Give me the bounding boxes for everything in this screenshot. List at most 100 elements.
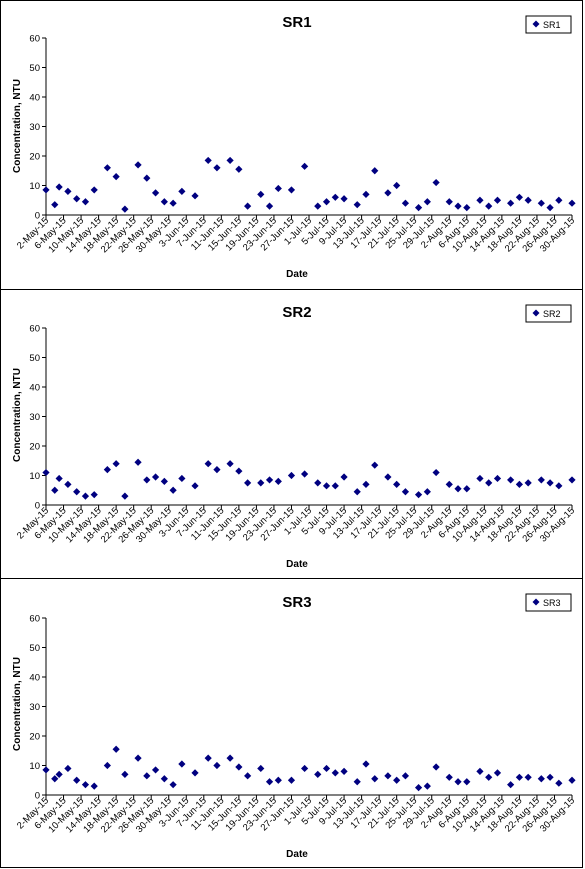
legend: SR2 <box>525 304 572 323</box>
data-point <box>143 174 151 182</box>
data-point <box>445 773 453 781</box>
data-point <box>537 476 545 484</box>
data-point <box>134 161 142 169</box>
data-point <box>463 204 471 212</box>
data-point <box>265 778 274 786</box>
plot-area: 01020304050602-May-156-May-1510-May-1514… <box>15 34 577 256</box>
data-point <box>353 778 361 786</box>
data-point <box>121 205 129 213</box>
data-point <box>353 201 361 209</box>
data-point <box>507 476 515 484</box>
data-point <box>384 473 392 481</box>
data-point <box>546 479 554 487</box>
data-point <box>322 764 331 773</box>
data-point <box>432 763 440 771</box>
data-point <box>64 187 72 195</box>
data-point <box>331 769 339 777</box>
y-tick-label: 60 <box>29 614 40 625</box>
data-point <box>55 474 63 483</box>
data-point <box>178 187 186 195</box>
y-axis-label: Concentration, NTU <box>12 79 23 173</box>
data-point <box>274 776 282 784</box>
data-point <box>143 772 151 780</box>
data-point <box>524 479 532 487</box>
data-point <box>314 479 322 487</box>
data-point <box>432 468 440 477</box>
y-tick-label: 20 <box>29 732 40 743</box>
data-point <box>191 769 199 777</box>
data-point <box>362 190 370 198</box>
data-point <box>414 491 423 499</box>
data-point <box>90 782 98 790</box>
data-point <box>151 189 160 197</box>
data-point <box>204 156 212 165</box>
data-point <box>423 198 431 206</box>
data-point <box>507 199 515 207</box>
data-point <box>90 491 98 499</box>
data-point <box>287 186 296 194</box>
data-point <box>515 480 523 488</box>
data-point <box>265 476 274 484</box>
data-point <box>301 764 309 773</box>
data-point <box>485 479 493 487</box>
data-point <box>42 186 50 194</box>
data-point <box>371 167 379 175</box>
data-point <box>476 474 484 483</box>
data-point <box>112 745 120 753</box>
data-point <box>51 775 59 783</box>
chart-title: SR2 <box>282 304 311 321</box>
data-point <box>423 782 431 790</box>
x-axis-label: Date <box>286 849 308 860</box>
data-point <box>257 190 265 198</box>
y-tick-label: 30 <box>29 122 40 133</box>
data-point <box>414 204 423 212</box>
data-point <box>191 192 199 200</box>
y-tick-label: 40 <box>29 673 40 684</box>
data-point <box>331 482 339 490</box>
y-axis-label: Concentration, NTU <box>12 657 23 751</box>
data-point <box>301 470 309 478</box>
x-axis-label: Date <box>286 269 308 280</box>
data-point <box>178 760 186 768</box>
y-tick-label: 30 <box>29 702 40 713</box>
data-point <box>64 764 72 773</box>
data-point <box>485 773 493 781</box>
data-point <box>445 480 453 488</box>
data-point <box>493 769 502 777</box>
data-point <box>134 754 142 762</box>
data-point <box>445 198 453 206</box>
data-point <box>73 195 81 203</box>
data-point <box>121 770 129 778</box>
legend: SR1 <box>525 15 572 34</box>
data-point <box>493 196 502 204</box>
data-point <box>476 767 484 775</box>
y-tick-label: 60 <box>29 324 40 335</box>
data-point <box>515 773 523 781</box>
data-point <box>235 165 243 173</box>
data-point <box>51 201 59 209</box>
legend-diamond-marker <box>532 20 540 28</box>
data-point <box>244 772 252 780</box>
data-point <box>81 198 90 206</box>
data-point <box>476 196 484 204</box>
data-point <box>454 485 462 493</box>
data-point <box>524 196 532 204</box>
data-point <box>213 466 221 474</box>
legend-label: SR3 <box>543 598 561 608</box>
data-point <box>226 156 234 165</box>
data-point <box>134 458 142 466</box>
data-point <box>414 784 423 792</box>
data-point <box>568 776 576 784</box>
data-point <box>55 183 63 191</box>
data-point <box>340 473 348 481</box>
data-point <box>568 199 576 207</box>
data-point <box>362 760 370 768</box>
data-point <box>393 480 401 488</box>
y-tick-label: 30 <box>29 412 40 423</box>
data-point <box>160 477 168 485</box>
data-point <box>331 193 339 201</box>
data-point <box>432 178 440 187</box>
data-point <box>401 488 410 496</box>
data-point <box>169 199 177 207</box>
data-point <box>81 781 90 789</box>
